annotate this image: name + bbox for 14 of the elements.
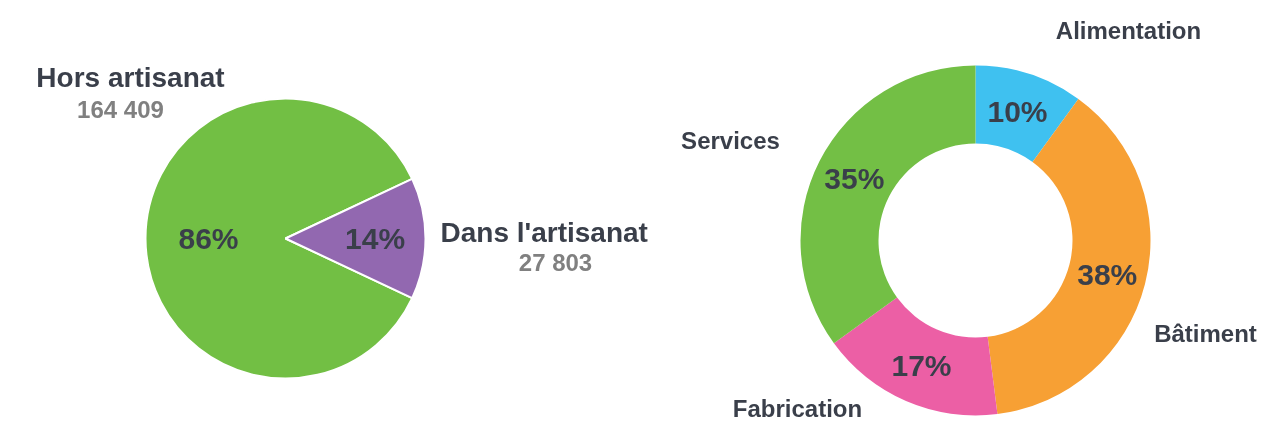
slice-label: Alimentation bbox=[1055, 17, 1202, 44]
slice-label: Hors artisanat bbox=[36, 62, 225, 93]
data-label: 86% bbox=[178, 222, 239, 255]
slice-label: Bâtiment bbox=[1154, 320, 1257, 347]
data-label: 38% bbox=[1077, 257, 1138, 291]
data-label: 14% bbox=[345, 222, 406, 255]
data-label: 35% bbox=[824, 162, 885, 196]
slice-label: Fabrication bbox=[732, 395, 863, 422]
data-label: 10% bbox=[987, 94, 1048, 128]
slice-label: Dans l'artisanat bbox=[440, 217, 648, 248]
text: 27 803 bbox=[518, 249, 593, 276]
text: 164 409 bbox=[77, 96, 164, 123]
data-label: 17% bbox=[891, 348, 952, 382]
slice-label: Services bbox=[681, 127, 780, 154]
